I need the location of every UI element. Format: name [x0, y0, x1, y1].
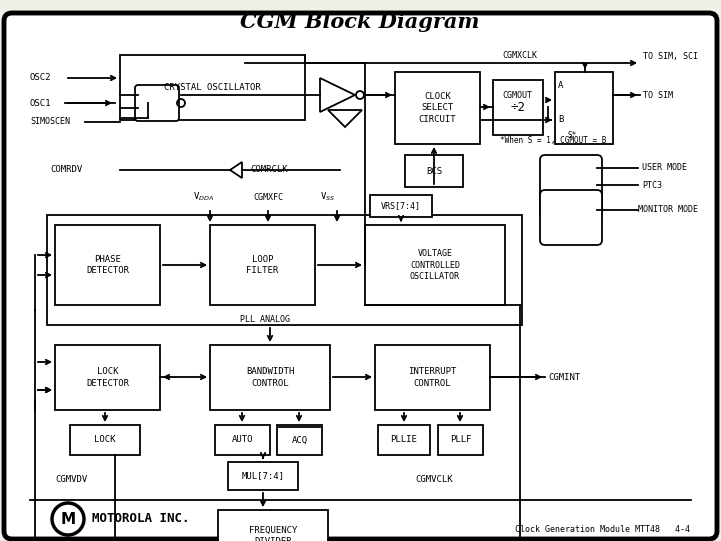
Bar: [375, 345, 490, 410]
Text: PLLF: PLLF: [450, 436, 472, 445]
Text: *When S = 1, CGMOUT = B: *When S = 1, CGMOUT = B: [500, 135, 606, 144]
Text: CRYSTAL OSCILLATOR: CRYSTAL OSCILLATOR: [164, 83, 261, 92]
Text: MOTOROLA INC.: MOTOROLA INC.: [92, 512, 190, 525]
Text: COMRCLK: COMRCLK: [250, 166, 288, 175]
Text: BANDWIDTH
CONTROL: BANDWIDTH CONTROL: [246, 367, 294, 387]
Polygon shape: [328, 110, 362, 127]
Text: CLOCK
SELECT
CIRCUIT: CLOCK SELECT CIRCUIT: [419, 93, 456, 123]
Bar: [210, 225, 315, 305]
Text: V$_{SS}$: V$_{SS}$: [320, 191, 335, 203]
Text: CGMOUT: CGMOUT: [502, 90, 532, 100]
Bar: [370, 195, 432, 217]
Bar: [55, 345, 160, 410]
Text: INTERRUPT
CONTROL: INTERRUPT CONTROL: [408, 367, 456, 387]
Bar: [555, 72, 613, 144]
Text: PTC3: PTC3: [642, 181, 662, 189]
Bar: [395, 72, 480, 144]
Text: V$_{DDA}$: V$_{DDA}$: [193, 191, 214, 203]
Polygon shape: [320, 78, 355, 112]
Text: ACQ: ACQ: [291, 436, 308, 445]
Text: Clock Generation Module MTT48   4-4: Clock Generation Module MTT48 4-4: [515, 525, 690, 535]
FancyBboxPatch shape: [540, 190, 602, 245]
Text: A: A: [558, 82, 563, 90]
Text: VRS[7:4]: VRS[7:4]: [381, 201, 421, 210]
Text: CGM Block Diagram: CGM Block Diagram: [240, 12, 479, 32]
Bar: [228, 462, 298, 490]
Bar: [218, 510, 328, 541]
Text: OSC1: OSC1: [30, 98, 51, 108]
Bar: [47, 215, 522, 325]
Text: CGMXFC: CGMXFC: [253, 193, 283, 201]
Text: COMRDV: COMRDV: [50, 166, 82, 175]
Text: AUTO: AUTO: [231, 436, 253, 445]
Text: LOCK
DETECTOR: LOCK DETECTOR: [86, 367, 129, 387]
Text: PLLIE: PLLIE: [391, 436, 417, 445]
Text: VOLTAGE
CONTROLLED
OSCILLATOR: VOLTAGE CONTROLLED OSCILLATOR: [410, 249, 460, 281]
Text: OSC2: OSC2: [30, 74, 51, 82]
Text: ÷2: ÷2: [510, 101, 526, 114]
Text: FREQUENCY
DIVIDER: FREQUENCY DIVIDER: [249, 526, 297, 541]
FancyBboxPatch shape: [4, 13, 717, 539]
Bar: [493, 80, 543, 135]
Bar: [365, 225, 505, 305]
Text: SIMOSCEN: SIMOSCEN: [30, 117, 70, 127]
Text: PHASE
DETECTOR: PHASE DETECTOR: [86, 255, 129, 275]
Bar: [70, 425, 140, 455]
Bar: [277, 425, 322, 455]
Bar: [120, 55, 305, 120]
FancyBboxPatch shape: [540, 155, 602, 220]
Text: USER MODE: USER MODE: [642, 163, 687, 173]
Bar: [438, 425, 483, 455]
FancyBboxPatch shape: [135, 85, 179, 121]
Text: CGMINT: CGMINT: [548, 373, 580, 381]
Polygon shape: [230, 162, 242, 178]
Bar: [405, 155, 463, 187]
Bar: [55, 225, 160, 305]
Text: LOCK: LOCK: [94, 436, 116, 445]
Text: B: B: [558, 115, 563, 124]
Text: PLL ANALOG: PLL ANALOG: [240, 315, 290, 325]
Text: S*: S*: [568, 131, 578, 141]
Text: CGMVCLK: CGMVCLK: [415, 476, 453, 485]
Text: TO SIM: TO SIM: [643, 90, 673, 100]
Text: M: M: [61, 511, 76, 526]
Bar: [378, 425, 430, 455]
Text: MONITOR MODE: MONITOR MODE: [638, 206, 698, 214]
Text: TO SIM, SCI: TO SIM, SCI: [643, 51, 698, 61]
Bar: [215, 425, 270, 455]
Text: CGMVDV: CGMVDV: [55, 476, 87, 485]
Text: MUL[7:4]: MUL[7:4]: [242, 472, 285, 480]
Text: BCS: BCS: [426, 167, 442, 175]
Text: LOOP
FILTER: LOOP FILTER: [247, 255, 278, 275]
Bar: [210, 345, 330, 410]
Text: CGMXCLK: CGMXCLK: [502, 51, 537, 61]
